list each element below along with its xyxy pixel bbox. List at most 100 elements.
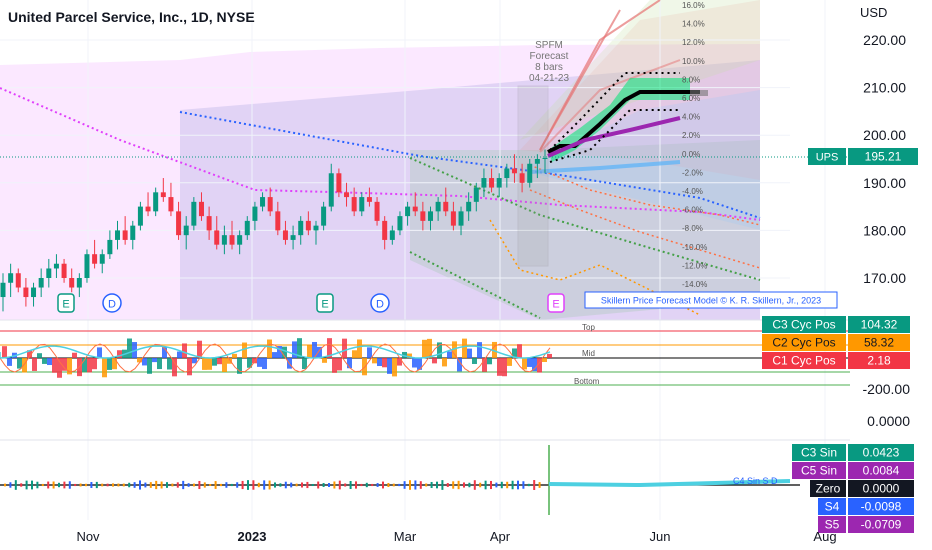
last-price-badge: UPS 195.21: [808, 148, 918, 165]
candle: [481, 168, 487, 198]
series-name: C2 Cyc Pos: [772, 336, 835, 350]
candle: [321, 201, 327, 231]
candle: [511, 154, 517, 183]
candle: [351, 187, 357, 217]
cycle-legend: C3 Cyc Pos 104.32 C2 Cyc Pos 58.32 C1 Cyc Po…: [762, 316, 910, 369]
dividend-marker[interactable]: D: [102, 293, 122, 313]
candle: [198, 192, 204, 221]
candle: [397, 211, 403, 236]
candle: [61, 258, 67, 283]
svg-text:195.21: 195.21: [865, 150, 902, 164]
candle: [298, 216, 304, 245]
candle: [519, 163, 525, 193]
dividend-marker[interactable]: D: [370, 293, 390, 313]
series-value-badge: [848, 516, 914, 533]
candle: [336, 168, 342, 198]
candle: [534, 154, 540, 179]
candle: [275, 201, 281, 236]
series-value: 58.32: [864, 336, 894, 350]
time-tick-label: Jun: [650, 529, 671, 544]
candle: [267, 187, 273, 217]
candle: [252, 201, 258, 231]
time-tick-label: 2023: [238, 529, 267, 544]
candle: [260, 192, 266, 212]
candle: [107, 230, 113, 259]
pct-level-label: 4.0%: [682, 113, 700, 122]
earnings-marker[interactable]: E: [547, 293, 565, 313]
candle: [8, 263, 14, 298]
series-name-badge: [792, 444, 846, 461]
chart-title: United Parcel Service, Inc., 1D, NYSE: [8, 9, 255, 25]
candle: [38, 268, 44, 298]
candle: [443, 187, 449, 217]
candle: [382, 216, 388, 250]
series-name-badge: [762, 352, 846, 369]
time-axis[interactable]: Nov 2023 Mar Apr Jun Aug: [76, 529, 836, 544]
candle: [206, 206, 212, 240]
forecast-label: SPFM Forecast 8 bars 04-21-23: [529, 40, 569, 84]
trend-lines: [0, 0, 761, 319]
candle: [328, 163, 334, 212]
candle: [344, 182, 350, 207]
candle: [168, 182, 174, 217]
candle: [76, 273, 82, 298]
price-axis[interactable]: 220.00 210.00 200.00 190.00 180.00 170.00: [863, 32, 906, 286]
pct-level-label: 14.0%: [682, 20, 705, 29]
series-name-badge: [818, 516, 846, 533]
candle: [244, 216, 250, 240]
pct-level-label: -4.0%: [682, 187, 703, 196]
forecast-band: [547, 72, 708, 163]
price-tick-label: 210.00: [863, 80, 906, 96]
series-value: -0.0709: [861, 518, 902, 532]
earnings-marker[interactable]: E: [57, 293, 75, 313]
candle: [23, 278, 29, 307]
channel-shading: [0, 0, 760, 320]
pct-level-label: 6.0%: [682, 94, 700, 103]
candle: [115, 220, 121, 250]
series-value-badge: [848, 444, 914, 461]
candle: [191, 197, 197, 231]
pct-level-label: -12.0%: [682, 261, 707, 270]
svg-text:04-21-23: 04-21-23: [529, 73, 569, 84]
svg-text:SPFM: SPFM: [535, 40, 563, 51]
series-name: C3 Cyc Pos: [772, 318, 835, 332]
candle: [366, 187, 372, 207]
pct-level-label: 16.0%: [682, 1, 705, 10]
time-tick-label: Aug: [813, 529, 836, 544]
series-value: 2.18: [867, 354, 891, 368]
series-name-badge: [792, 462, 846, 479]
series-value: -0.0098: [861, 500, 902, 514]
series-value-badge: [848, 352, 910, 369]
pct-level-label: 8.0%: [682, 75, 700, 84]
candle: [504, 163, 510, 188]
pct-level-label: -2.0%: [682, 168, 703, 177]
series-value-badge: [848, 316, 910, 333]
pct-level-label: -6.0%: [682, 206, 703, 215]
candle: [0, 273, 6, 312]
series-name-badge: [810, 480, 846, 497]
candlestick-series: [0, 149, 548, 312]
price-tick-label: 180.00: [863, 222, 906, 238]
candle: [130, 220, 136, 250]
price-tick-label: 190.00: [863, 175, 906, 191]
candle: [496, 173, 502, 198]
series-name: S5: [825, 518, 840, 532]
candle: [46, 258, 52, 288]
candle: [160, 178, 166, 202]
svg-text:8 bars: 8 bars: [535, 62, 563, 73]
candle: [359, 192, 365, 217]
earnings-marker[interactable]: E: [316, 293, 334, 313]
candle: [53, 254, 59, 278]
svg-text:Bottom: Bottom: [574, 377, 600, 386]
series-value: 0.0423: [863, 446, 900, 460]
candle: [176, 201, 182, 240]
candle: [374, 197, 380, 226]
candle: [31, 282, 37, 307]
svg-text:Forecast: Forecast: [530, 51, 569, 62]
series-name: Zero: [816, 482, 841, 496]
series-value: 104.32: [861, 318, 898, 332]
candle: [313, 220, 319, 245]
candle: [450, 201, 456, 231]
